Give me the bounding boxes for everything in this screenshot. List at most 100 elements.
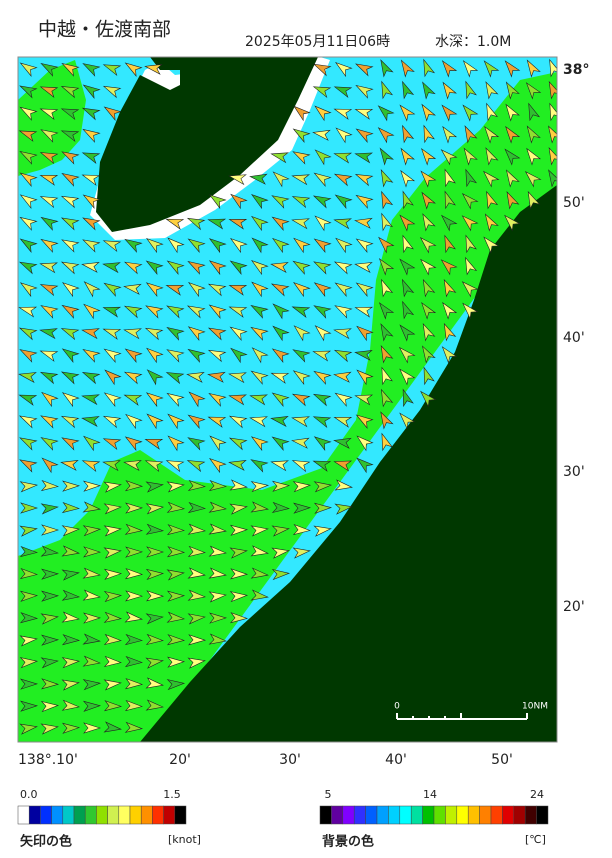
current-arrow	[61, 217, 80, 231]
current-arrow	[102, 460, 121, 472]
current-arrow	[145, 523, 165, 535]
current-arrow	[123, 305, 143, 319]
current-arrow	[312, 86, 332, 99]
current-arrow	[61, 173, 80, 187]
current-arrow	[333, 261, 353, 275]
swatch	[129, 805, 142, 825]
current-arrow	[402, 190, 414, 210]
current-arrow	[19, 459, 38, 473]
current-arrow	[187, 657, 206, 669]
current-arrow	[207, 416, 227, 428]
current-arrow	[271, 216, 290, 231]
current-arrow	[145, 503, 165, 515]
swatch	[62, 805, 75, 825]
current-arrow	[270, 283, 290, 297]
swatch	[73, 805, 86, 825]
current-arrow	[354, 217, 373, 229]
current-arrow	[485, 147, 499, 166]
current-arrow	[40, 545, 59, 557]
current-arrow	[333, 371, 352, 383]
current-arrow	[505, 125, 521, 144]
current-arrow	[103, 721, 122, 733]
current-arrow	[186, 371, 205, 383]
current-arrow	[271, 568, 291, 581]
current-arrow	[250, 481, 270, 493]
current-arrow	[526, 59, 541, 78]
current-arrow	[443, 322, 457, 342]
current-arrow	[313, 261, 332, 275]
current-arrow	[145, 282, 164, 298]
current-arrow	[271, 195, 290, 209]
current-arrow	[270, 415, 289, 428]
current-arrow	[19, 635, 38, 647]
current-arrow	[102, 64, 122, 77]
legend-title: 矢印の色	[20, 834, 72, 850]
swatch	[163, 805, 176, 825]
current-arrow	[228, 437, 248, 451]
current-arrow	[61, 679, 80, 691]
current-arrow	[18, 130, 38, 142]
current-arrow	[187, 501, 207, 514]
current-arrow	[167, 237, 185, 254]
scale-end: 10NM	[522, 702, 548, 712]
current-arrow	[61, 151, 80, 165]
current-arrow	[333, 437, 352, 449]
current-arrow	[251, 237, 269, 254]
current-arrow	[209, 435, 227, 452]
current-arrow	[82, 589, 101, 601]
current-arrow	[312, 63, 332, 77]
current-arrow	[421, 345, 436, 364]
current-arrow	[146, 369, 164, 386]
current-arrow	[504, 60, 521, 78]
swatch	[513, 805, 526, 825]
current-arrow	[356, 325, 374, 342]
current-arrow	[421, 103, 436, 122]
current-arrow	[271, 525, 290, 537]
swatch	[502, 805, 515, 825]
map	[18, 57, 557, 742]
current-arrow	[421, 191, 436, 210]
current-arrow	[102, 85, 122, 99]
current-arrow	[228, 394, 247, 406]
current-arrow	[39, 350, 59, 362]
current-arrow	[381, 80, 394, 100]
current-arrow	[124, 62, 143, 77]
current-arrow	[125, 590, 144, 602]
current-arrow	[18, 415, 38, 429]
current-arrow	[334, 305, 353, 319]
current-arrow	[82, 84, 101, 99]
swatch	[107, 805, 120, 825]
current-arrow	[291, 393, 311, 407]
current-arrow	[312, 416, 332, 429]
current-arrow	[39, 108, 59, 120]
current-arrow	[399, 258, 416, 276]
current-arrow	[400, 169, 416, 188]
current-arrow	[145, 305, 164, 319]
current-arrow	[380, 59, 394, 78]
current-arrow	[103, 106, 122, 121]
current-arrow	[312, 393, 332, 407]
current-arrow	[465, 80, 477, 100]
current-arrow	[229, 479, 248, 491]
map-frame	[17, 56, 558, 743]
current-arrow	[60, 85, 80, 99]
current-arrow	[312, 460, 332, 472]
current-arrow	[39, 196, 59, 209]
current-arrow	[103, 481, 122, 493]
current-arrow	[525, 82, 542, 100]
current-arrow	[250, 459, 269, 473]
current-arrow	[380, 323, 394, 342]
current-arrow	[505, 81, 520, 100]
current-arrow	[420, 390, 437, 408]
current-arrow	[187, 326, 206, 342]
current-arrow	[166, 679, 186, 691]
current-arrow	[40, 305, 59, 319]
current-arrow	[82, 480, 102, 492]
current-arrow	[124, 436, 143, 452]
legend-min: 5	[325, 788, 332, 801]
current-arrow	[229, 524, 249, 536]
current-arrow	[527, 190, 541, 210]
current-arrow	[103, 655, 123, 668]
current-arrow	[400, 59, 415, 78]
current-arrow	[355, 63, 374, 77]
